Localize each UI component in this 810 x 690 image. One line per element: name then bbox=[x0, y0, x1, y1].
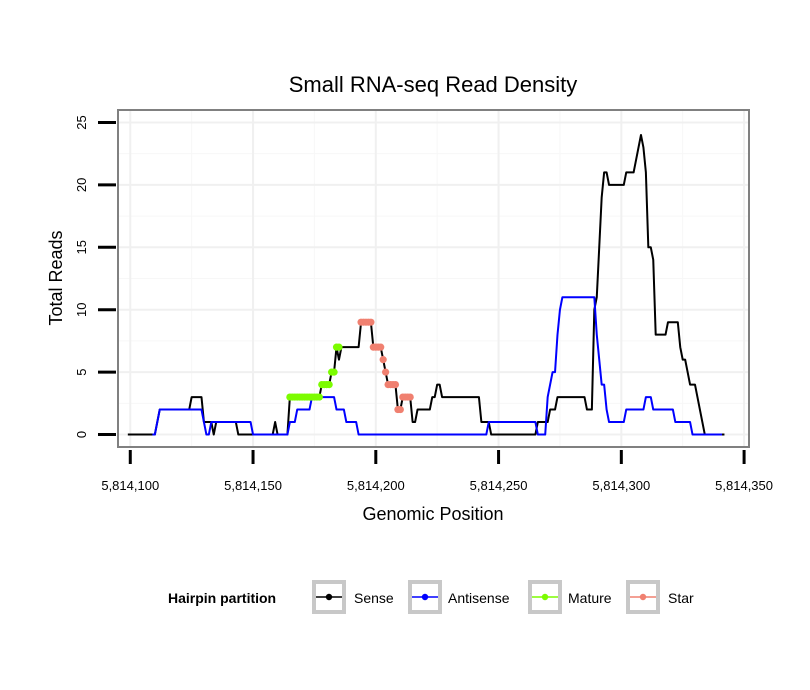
y-tick-label: 0 bbox=[74, 431, 89, 438]
x-axis-title: Genomic Position bbox=[362, 504, 503, 524]
legend-label-mature: Mature bbox=[568, 590, 612, 606]
x-tick-label: 5,814,300 bbox=[592, 478, 650, 493]
x-tick-label: 5,814,150 bbox=[224, 478, 282, 493]
series-line-antisense bbox=[152, 296, 722, 436]
x-tick-label: 5,814,200 bbox=[347, 478, 405, 493]
legend-dot-antisense bbox=[421, 593, 429, 601]
data-point-mature bbox=[330, 368, 338, 376]
data-point-star bbox=[391, 380, 400, 389]
y-tick-label: 15 bbox=[74, 240, 89, 254]
y-tick-label: 10 bbox=[74, 302, 89, 316]
legend-label-sense: Sense bbox=[354, 590, 394, 606]
plot-series bbox=[127, 133, 725, 436]
y-axis: 0 5 10 15 20 25 bbox=[74, 115, 116, 438]
data-point-mature bbox=[315, 393, 323, 401]
legend-dot-sense bbox=[325, 593, 333, 601]
data-point-star bbox=[379, 356, 387, 364]
legend-label-antisense: Antisense bbox=[448, 590, 510, 606]
x-tick-label: 5,814,100 bbox=[101, 478, 159, 493]
plot-grid bbox=[118, 110, 749, 447]
legend-item-star: Star bbox=[626, 580, 694, 614]
legend-label-star: Star bbox=[668, 590, 694, 606]
y-axis-title: Total Reads bbox=[46, 230, 66, 325]
data-point-mature bbox=[325, 380, 333, 389]
y-tick-label: 25 bbox=[74, 115, 89, 129]
legend-item-antisense: Antisense bbox=[408, 580, 510, 614]
legend-dot-mature bbox=[541, 593, 549, 601]
data-point-star bbox=[377, 343, 385, 351]
x-tick-label: 5,814,350 bbox=[715, 478, 773, 493]
plot-panel-border bbox=[117, 109, 750, 448]
legend-item-mature: Mature bbox=[528, 580, 612, 614]
data-point-star bbox=[396, 405, 404, 414]
legend-dot-star bbox=[639, 593, 647, 601]
legend-title: Hairpin partition bbox=[168, 590, 276, 606]
data-point-star bbox=[382, 368, 390, 376]
x-tick-label: 5,814,250 bbox=[470, 478, 528, 493]
data-point-star bbox=[406, 393, 414, 401]
y-tick-label: 20 bbox=[74, 178, 89, 192]
legend-item-sense: Sense bbox=[312, 580, 394, 614]
data-point-star bbox=[367, 318, 375, 326]
y-tick-label: 5 bbox=[74, 368, 89, 375]
legend: Hairpin partition Sense Antisense Mature… bbox=[168, 580, 694, 614]
x-axis: 5,814,100 5,814,150 5,814,200 5,814,250 5,81… bbox=[101, 450, 773, 493]
data-point-mature bbox=[335, 343, 343, 351]
chart-title: Small RNA-seq Read Density bbox=[289, 72, 578, 97]
